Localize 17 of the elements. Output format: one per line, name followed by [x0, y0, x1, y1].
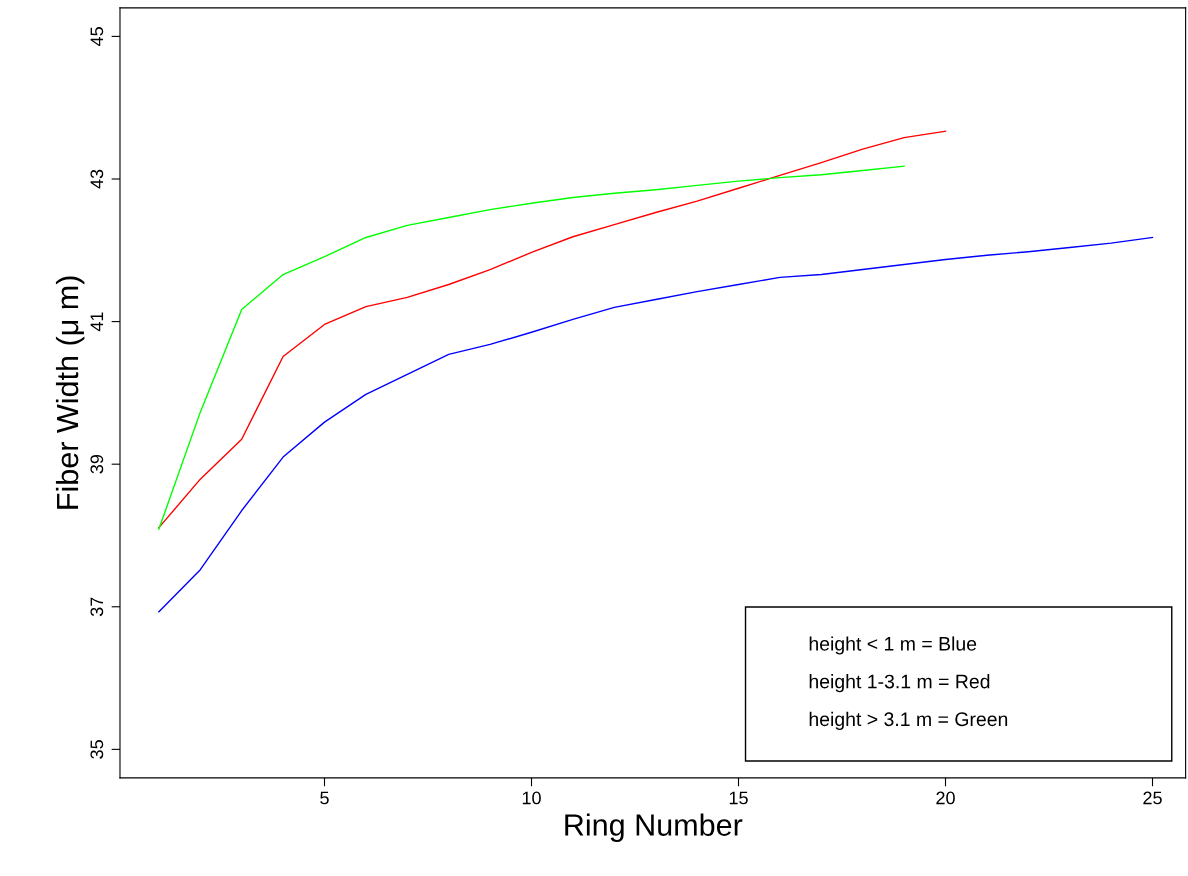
annotation: height < 1 m = Blue: [809, 636, 977, 655]
x-tick-label: 25: [1143, 791, 1162, 805]
annotation: height 1-3.1 m = Red: [809, 674, 990, 693]
y-tick-label: 37: [90, 597, 104, 617]
line-series: [158, 236, 1154, 613]
y-axis-title: Fiber Width (μ m): [55, 276, 85, 509]
y-tick-label: 39: [90, 455, 104, 474]
annotation: height > 3.1 m = Green: [809, 711, 1008, 730]
y-tick-label: 35: [90, 740, 104, 759]
y-tick-label: 43: [90, 169, 104, 189]
x-tick-label: 5: [320, 791, 329, 805]
x-tick-label: 20: [936, 791, 955, 805]
x-tick-label: 15: [729, 791, 748, 805]
y-tick-label: 41: [90, 312, 104, 332]
y-tick-label: 45: [90, 27, 104, 47]
x-axis-title: Ring Number: [565, 813, 743, 842]
x-tick-label: 10: [522, 791, 541, 805]
